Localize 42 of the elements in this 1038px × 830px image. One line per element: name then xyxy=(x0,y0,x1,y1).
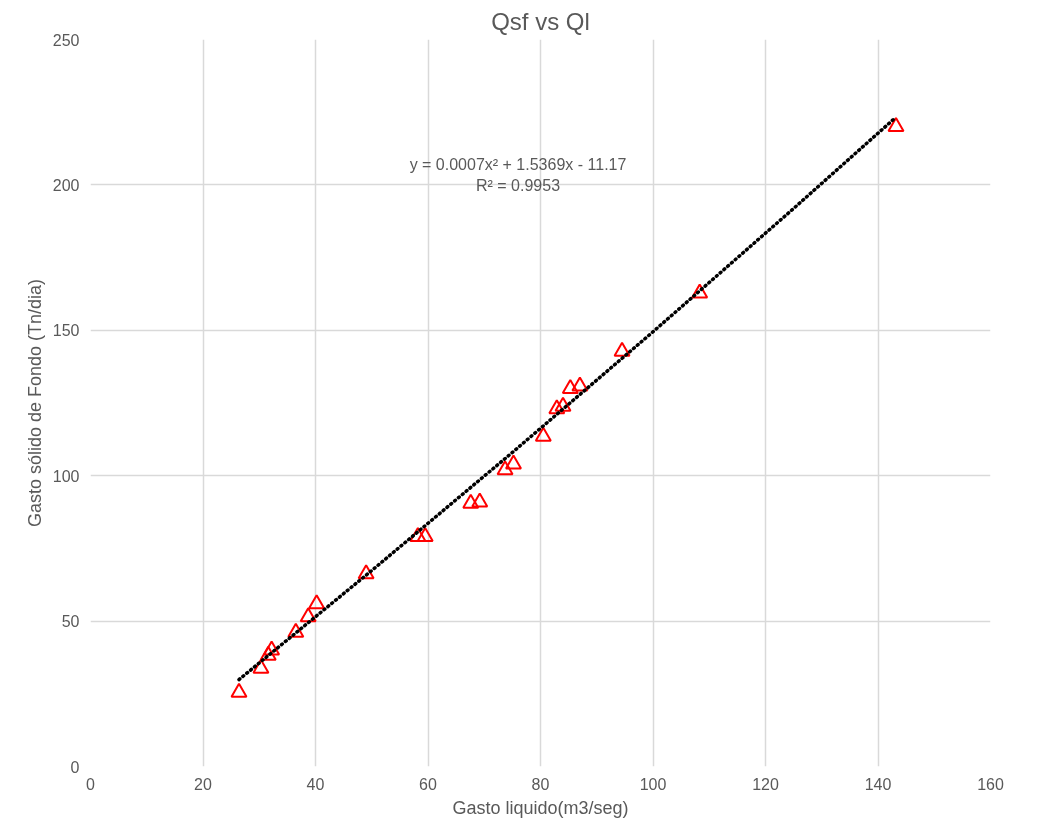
point xyxy=(534,426,552,442)
point xyxy=(308,594,326,610)
x-tick-label: 20 xyxy=(194,775,212,793)
point xyxy=(357,564,375,580)
y-tick-label: 250 xyxy=(52,31,80,49)
x-tick-label: 140 xyxy=(864,775,892,793)
point xyxy=(230,682,248,698)
point xyxy=(554,396,572,412)
point xyxy=(571,376,589,392)
point xyxy=(462,493,480,509)
point xyxy=(287,622,305,638)
point xyxy=(471,492,489,508)
point xyxy=(259,645,277,661)
y-tick-label: 150 xyxy=(52,322,80,340)
y-tick-label: 100 xyxy=(52,467,80,485)
x-tick-label: 160 xyxy=(977,775,1004,793)
x-tick-label: 100 xyxy=(639,775,667,793)
point xyxy=(887,117,905,133)
y-tick-label: 200 xyxy=(52,176,80,194)
point xyxy=(561,379,579,395)
x-tick-label: 80 xyxy=(531,775,550,793)
point xyxy=(548,399,566,415)
x-tick-label: 40 xyxy=(306,775,325,793)
point xyxy=(409,527,427,543)
chart-title: Qsf vs Ql xyxy=(491,7,590,35)
point xyxy=(613,341,631,357)
point xyxy=(263,640,281,656)
y-tick-label: 0 xyxy=(70,758,80,776)
point xyxy=(299,607,317,623)
x-tick-label: 60 xyxy=(419,775,437,793)
x-tick-label: 0 xyxy=(86,775,96,793)
y-axis-title: Gasto sólido de Fondo (Tn/dia) xyxy=(24,278,45,528)
point xyxy=(496,460,514,476)
annotation: y = 0.0007x² + 1.5369x - 11.17 xyxy=(409,156,627,174)
point xyxy=(416,527,434,543)
x-axis-title: Gasto liquido(m3/seg) xyxy=(452,797,629,818)
point xyxy=(505,454,522,470)
point xyxy=(252,658,270,674)
annotation: R² = 0.9953 xyxy=(475,176,561,194)
x-tick-label: 120 xyxy=(752,775,779,793)
point xyxy=(691,283,709,299)
y-tick-label: 50 xyxy=(61,613,80,631)
